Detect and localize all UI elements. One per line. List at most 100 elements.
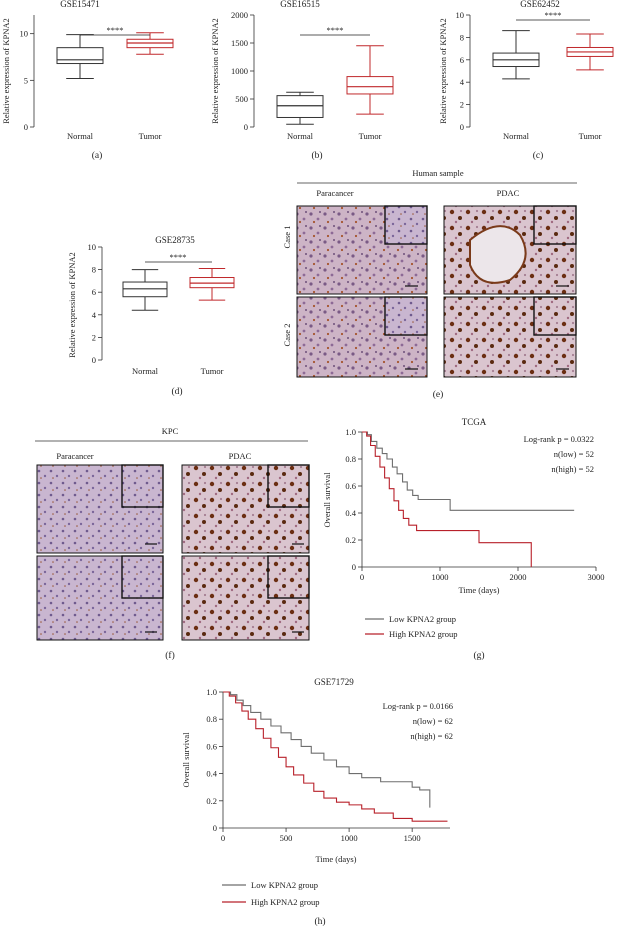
x-tick-label: 1500 bbox=[404, 833, 421, 843]
row-label-case2: Case 2 bbox=[282, 324, 292, 347]
n-high-annotation: n(high) = 62 bbox=[410, 731, 453, 741]
km-panel-h: 0 0.2 0.4 0.6 0.8 1.0 0 500 1000 1500 GSE71729 O… bbox=[181, 677, 453, 927]
x-ticks: 0 500 1000 1500 bbox=[221, 828, 421, 843]
boxplot-panel-a: 0 5 10 GSE15471 Relative expression of KPN… bbox=[1, 0, 174, 161]
y-tick-label: 0 bbox=[352, 562, 356, 572]
y-ticks: 0 500 1000 1500 2000 bbox=[231, 10, 254, 132]
y-ticks: 0 0.2 0.4 0.6 0.8 1.0 bbox=[345, 427, 362, 572]
panel-title: GSE28735 bbox=[155, 235, 195, 245]
column-label-pdac: PDAC bbox=[229, 451, 252, 461]
box-tumor bbox=[189, 267, 235, 301]
survival-curve-low bbox=[223, 691, 431, 808]
panel-label: (g) bbox=[473, 650, 484, 661]
significance-label: **** bbox=[545, 10, 562, 20]
y-tick-label: 8 bbox=[460, 32, 464, 42]
y-tick-label: 0.6 bbox=[345, 481, 356, 491]
significance-label: **** bbox=[107, 25, 124, 35]
x-tick-label: 0 bbox=[360, 572, 364, 582]
y-tick-label: 6 bbox=[92, 287, 96, 297]
y-tick-label: 0 bbox=[92, 355, 96, 365]
box-normal bbox=[56, 34, 104, 79]
x-label-tumor: Tumor bbox=[579, 131, 602, 141]
survival-curve-low bbox=[362, 431, 575, 511]
y-axis-label: Relative expression of KPNA2 bbox=[210, 18, 220, 124]
panel-title: GSE16515 bbox=[280, 0, 320, 9]
panel-label: (a) bbox=[92, 150, 103, 161]
micrograph-f-row1-pdac bbox=[181, 464, 310, 554]
micrograph-f-row2-pdac bbox=[181, 555, 310, 641]
micrograph-e-case2-paracancer bbox=[296, 296, 428, 378]
y-tick-label: 0 bbox=[460, 122, 464, 132]
ihc-panel-e: Human sample Paracancer PDAC Case 1 Case… bbox=[282, 168, 577, 400]
x-label-normal: Normal bbox=[132, 366, 159, 376]
x-ticks: 0 1000 2000 3000 bbox=[360, 567, 605, 582]
micrograph-e-case1-paracancer bbox=[296, 205, 428, 295]
boxes bbox=[122, 267, 235, 311]
y-tick-label: 0.8 bbox=[206, 714, 217, 724]
logrank-annotation: Log-rank p = 0.0166 bbox=[383, 701, 453, 711]
n-low-annotation: n(low) = 62 bbox=[413, 716, 453, 726]
micrograph-e-case1-pdac bbox=[443, 205, 577, 295]
survival-curve-high bbox=[223, 691, 448, 822]
x-tick-label: 2000 bbox=[510, 572, 527, 582]
panel-label: (e) bbox=[433, 389, 444, 400]
x-label-tumor: Tumor bbox=[359, 131, 382, 141]
box-body bbox=[346, 76, 394, 95]
ihc-panel-f: KPC Paracancer PDAC (f) bbox=[35, 426, 310, 661]
panel-label: (c) bbox=[533, 150, 544, 161]
x-tick-label: 1000 bbox=[341, 833, 358, 843]
x-tick-label: 1000 bbox=[432, 572, 449, 582]
survival-curve-high bbox=[362, 431, 532, 567]
box-body bbox=[276, 95, 324, 118]
y-tick-label: 2 bbox=[92, 332, 96, 342]
x-label-tumor: Tumor bbox=[201, 366, 224, 376]
y-axis-label: Relative expression of KPNA2 bbox=[438, 18, 448, 124]
y-ticks: 0 0.2 0.4 0.6 0.8 1.0 bbox=[206, 687, 223, 833]
y-tick-label: 0 bbox=[24, 122, 28, 132]
y-tick-label: 2000 bbox=[231, 10, 248, 20]
y-ticks: 0 5 10 bbox=[20, 29, 34, 132]
n-high-annotation: n(high) = 52 bbox=[551, 464, 594, 474]
y-tick-label: 1500 bbox=[231, 38, 248, 48]
panel-label: (h) bbox=[314, 916, 325, 927]
boxplot-panel-d: 0 2 4 6 8 10 GSE28735 Relative expression of … bbox=[67, 235, 235, 397]
y-tick-label: 0 bbox=[244, 122, 248, 132]
panel-title: TCGA bbox=[462, 417, 487, 427]
y-tick-label: 4 bbox=[460, 77, 465, 87]
y-tick-label: 10 bbox=[456, 10, 465, 20]
column-label-paracancer: Paracancer bbox=[56, 451, 93, 461]
boxplot-panel-c: 0 2 4 6 8 10 GSE62452 Relative expression of … bbox=[438, 0, 614, 161]
x-tick-label: 500 bbox=[280, 833, 293, 843]
y-tick-label: 1000 bbox=[231, 66, 248, 76]
y-tick-label: 1.0 bbox=[345, 427, 356, 437]
row-label-case1: Case 1 bbox=[282, 226, 292, 249]
panel-title: GSE15471 bbox=[60, 0, 100, 9]
legend-label-high: High KPNA2 group bbox=[251, 897, 319, 907]
y-tick-label: 0.4 bbox=[345, 508, 356, 518]
y-tick-label: 10 bbox=[88, 242, 97, 252]
micrograph-e-case2-pdac bbox=[443, 296, 577, 378]
y-tick-label: 0.2 bbox=[345, 535, 356, 545]
panel-label: (d) bbox=[171, 386, 182, 397]
box-tumor bbox=[346, 45, 394, 115]
y-tick-label: 2 bbox=[460, 100, 464, 110]
panel-label: (b) bbox=[311, 150, 322, 161]
y-tick-label: 1.0 bbox=[206, 687, 217, 697]
panel-title: GSE71729 bbox=[314, 677, 354, 687]
box-tumor bbox=[126, 32, 174, 55]
survival-curves bbox=[362, 431, 575, 567]
y-axis-label: Relative expression of KPNA2 bbox=[67, 252, 77, 358]
ihc-header: Human sample bbox=[412, 168, 463, 178]
y-tick-label: 10 bbox=[20, 29, 29, 39]
micrograph-f-row1-paracancer bbox=[36, 464, 164, 554]
y-tick-label: 0.2 bbox=[206, 796, 217, 806]
legend-label-low: Low KPNA2 group bbox=[251, 880, 318, 890]
survival-curves bbox=[223, 691, 448, 822]
legend-label-high: High KPNA2 group bbox=[389, 629, 457, 639]
legend: Low KPNA2 group High KPNA2 group bbox=[222, 880, 319, 907]
box-normal bbox=[492, 30, 540, 80]
x-axis-label: Time (days) bbox=[315, 854, 356, 864]
x-axis-label: Time (days) bbox=[458, 585, 499, 595]
box-normal bbox=[276, 91, 324, 125]
x-tick-label: 3000 bbox=[588, 572, 605, 582]
